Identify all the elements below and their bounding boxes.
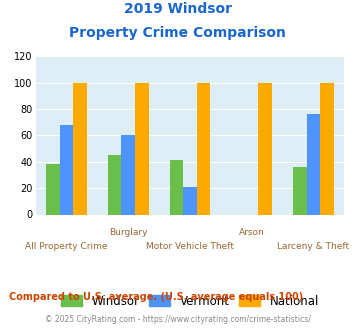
Text: Larceny & Theft: Larceny & Theft bbox=[277, 242, 350, 251]
Text: © 2025 CityRating.com - https://www.cityrating.com/crime-statistics/: © 2025 CityRating.com - https://www.city… bbox=[45, 315, 310, 324]
Bar bbox=[108, 155, 121, 214]
Bar bbox=[320, 82, 334, 214]
Bar bbox=[293, 167, 307, 214]
Text: Motor Vehicle Theft: Motor Vehicle Theft bbox=[146, 242, 234, 251]
Text: 2019 Windsor: 2019 Windsor bbox=[124, 2, 231, 16]
Bar bbox=[170, 160, 183, 214]
Text: Arson: Arson bbox=[239, 228, 264, 237]
Bar bbox=[73, 82, 87, 214]
Bar bbox=[121, 135, 135, 214]
Text: Compared to U.S. average. (U.S. average equals 100): Compared to U.S. average. (U.S. average … bbox=[9, 292, 303, 302]
Text: Burglary: Burglary bbox=[109, 228, 147, 237]
Bar bbox=[60, 125, 73, 214]
Bar bbox=[183, 187, 197, 214]
Legend: Windsor, Vermont, National: Windsor, Vermont, National bbox=[56, 290, 324, 313]
Text: All Property Crime: All Property Crime bbox=[25, 242, 108, 251]
Bar bbox=[197, 82, 210, 214]
Bar bbox=[307, 114, 320, 214]
Bar bbox=[46, 164, 60, 214]
Bar bbox=[258, 82, 272, 214]
Text: Property Crime Comparison: Property Crime Comparison bbox=[69, 26, 286, 40]
Bar bbox=[135, 82, 148, 214]
